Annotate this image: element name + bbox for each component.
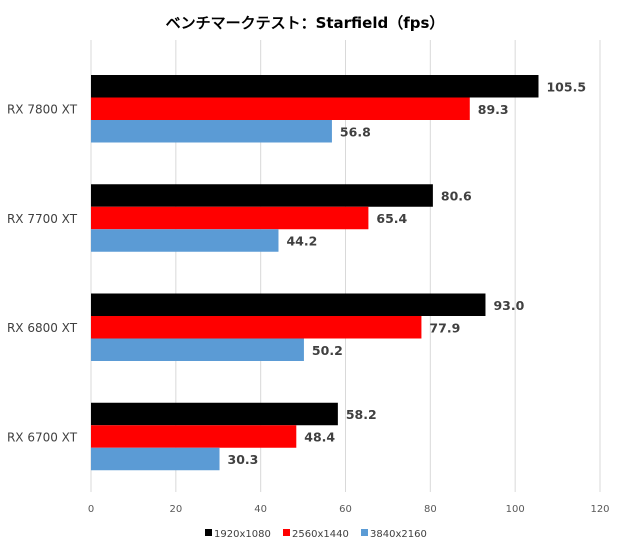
data-label: 58.2 xyxy=(346,407,377,422)
x-tick-label: 80 xyxy=(424,504,437,515)
category-label: RX 6800 XT xyxy=(7,321,78,335)
bar xyxy=(91,425,297,448)
legend-swatch xyxy=(283,529,290,536)
legend-label: 2560x1440 xyxy=(292,529,349,540)
data-label: 93.0 xyxy=(493,298,524,313)
bar xyxy=(91,293,486,316)
data-label: 105.5 xyxy=(546,79,586,94)
bar xyxy=(91,316,422,339)
legend-label: 3840x2160 xyxy=(370,529,427,540)
bar xyxy=(91,338,304,361)
data-label: 30.3 xyxy=(228,452,259,467)
bar xyxy=(91,97,470,120)
data-label: 44.2 xyxy=(286,234,317,249)
data-label: 56.8 xyxy=(340,124,371,139)
x-tick-label: 120 xyxy=(590,504,609,515)
bar xyxy=(91,402,338,426)
bar xyxy=(91,75,539,98)
bar xyxy=(91,447,220,471)
data-label: 77.9 xyxy=(429,320,460,335)
data-label: 48.4 xyxy=(304,430,335,445)
bar xyxy=(91,120,332,143)
bar xyxy=(91,206,369,230)
data-label: 89.3 xyxy=(478,102,509,117)
chart-title: ベンチマークテスト：Starfield（fps） xyxy=(166,14,445,32)
category-label: RX 6700 XT xyxy=(7,430,78,444)
bar xyxy=(91,229,279,252)
data-label: 80.6 xyxy=(441,189,472,204)
bar xyxy=(91,184,433,207)
x-tick-label: 0 xyxy=(88,504,94,515)
x-tick-label: 40 xyxy=(254,504,267,515)
data-label: 50.2 xyxy=(312,343,343,358)
x-tick-label: 20 xyxy=(169,504,182,515)
category-label: RX 7700 XT xyxy=(7,212,78,226)
category-label: RX 7800 XT xyxy=(7,103,78,117)
legend-swatch xyxy=(361,529,368,536)
legend-label: 1920x1080 xyxy=(214,529,271,540)
legend-swatch xyxy=(205,529,212,536)
x-tick-label: 100 xyxy=(506,504,525,515)
x-tick-label: 60 xyxy=(339,504,352,515)
data-label: 65.4 xyxy=(376,211,407,226)
